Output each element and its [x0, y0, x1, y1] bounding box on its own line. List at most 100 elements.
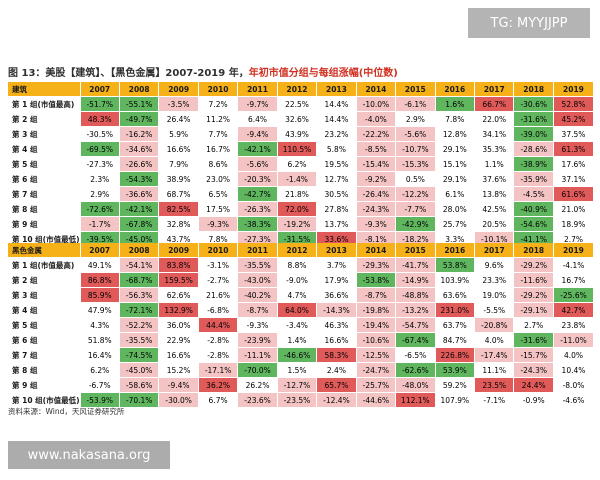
table-cell: 12.8% [434, 126, 475, 142]
table-cell: -5.6% [237, 156, 278, 172]
table-cell: -31.6% [513, 111, 554, 127]
year-header: 2011 [237, 82, 278, 97]
table-cell: -1.4% [276, 171, 317, 187]
table-cell: 7.2% [197, 96, 238, 112]
table-cell: 6.2% [79, 362, 120, 378]
table-cell: 11.1% [474, 362, 514, 378]
table-row: 第 1 组(市值最高) -51.7% -55.1% -3.5% 7.2% -9.7% 22.… [8, 96, 593, 112]
table-cell: -70.1% [118, 392, 159, 407]
year-header: 2017 [474, 243, 514, 258]
year-header: 2012 [276, 243, 317, 258]
table-cell: 3.7% [316, 257, 357, 273]
table-cell: -10.0% [355, 96, 396, 112]
table-cell: -27.3% [79, 156, 120, 172]
table-cell: -51.7% [79, 96, 120, 112]
table-cell: -42.1% [237, 141, 278, 157]
table-row: 第 5 组 4.3% -52.2% 36.0% 44.4% -9.3% -3.4% 46.3%… [8, 317, 593, 333]
table-cell: 14.4% [316, 111, 357, 127]
table-cell: -4.0% [355, 111, 396, 127]
table-cell: 21.8% [276, 186, 317, 202]
table-cell: 86.8% [79, 272, 120, 288]
table-cell: -19.8% [355, 302, 396, 318]
table-cell: 45.2% [552, 111, 593, 127]
table-cell: -56.3% [118, 287, 159, 303]
table-cell: -9.4% [237, 126, 278, 142]
table-title: 建筑 [8, 82, 80, 97]
table-cell: 103.9% [434, 272, 475, 288]
row-label: 第 10 组(市值最低) [8, 392, 80, 407]
table-cell: 4.3% [79, 317, 120, 333]
table-cell: -15.4% [355, 156, 396, 172]
table-cell: 33.6% [316, 231, 357, 246]
table-cell: 66.7% [474, 96, 514, 112]
table-cell: -2.8% [197, 332, 238, 348]
year-header: 2019 [552, 82, 593, 97]
table-row: 第 3 组 85.9% -56.3% 62.6% 21.6% -40.2% 4.7% 36.6… [8, 287, 593, 303]
year-header: 2017 [474, 82, 514, 97]
table-cell: 53.8% [434, 257, 475, 273]
year-header: 2018 [513, 243, 554, 258]
table-cell: -12.5% [355, 347, 396, 363]
table-cell: 24.4% [513, 377, 554, 393]
table-cell: 28.0% [434, 201, 475, 217]
table-row: 第 2 组 86.8% -68.7% 159.5% -2.7% -43.0% -9.0% 17… [8, 272, 593, 288]
table-cell: -72.6% [79, 201, 120, 217]
table-cell: 10.4% [552, 362, 593, 378]
table-cell: 6.5% [197, 186, 238, 202]
table-cell: 65.7% [316, 377, 357, 393]
table-row: 第 7 组 16.4% -74.5% 16.6% -2.8% -11.1% -46.6% 58… [8, 347, 593, 363]
table-cell: -2.8% [197, 347, 238, 363]
table-cell: 18.9% [552, 216, 593, 232]
table-cell: -17.4% [474, 347, 514, 363]
table-cell: 132.9% [158, 302, 199, 318]
table-row: 第 7 组 2.9% -36.6% 68.7% 6.5% -42.7% 21.8% 30.5%… [8, 186, 593, 202]
table-cell: 6.7% [197, 392, 238, 407]
table-cell: 8.6% [197, 156, 238, 172]
row-label: 第 4 组 [8, 141, 80, 157]
table-row: 第 4 组 47.9% -72.1% 132.9% -6.8% -8.7% 64.0% -14… [8, 302, 593, 318]
table-cell: 21.0% [552, 201, 593, 217]
table-cell: 11.2% [197, 111, 238, 127]
watermark-top: TG: MYYJJPP [468, 8, 590, 38]
table-cell: 23.2% [316, 126, 357, 142]
table-row: 第 3 组 -30.5% -16.2% 5.9% 7.7% -9.4% 43.9% 23.2%… [8, 126, 593, 142]
table-cell: 7.8% [434, 111, 475, 127]
table-cell: 63.7% [434, 317, 475, 333]
table-cell: 16.6% [316, 332, 357, 348]
table-cell: 1.4% [276, 332, 317, 348]
table-cell: -10.1% [474, 231, 514, 246]
table-cell: -11.1% [237, 347, 278, 363]
table-cell: -72.1% [118, 302, 159, 318]
table-cell: -10.7% [395, 141, 436, 157]
table-cell: 61.6% [552, 186, 593, 202]
table-row: 第 6 组 2.3% -54.3% 38.9% 23.0% -20.3% -1.4% 12.7… [8, 171, 593, 187]
row-label: 第 10 组(市值最低) [8, 231, 80, 246]
table-cell: -19.2% [276, 216, 317, 232]
table-cell: 112.1% [395, 392, 436, 407]
table-row: 第 9 组 -1.7% -67.8% 32.8% -9.3% -38.3% -19.2% 13… [8, 216, 593, 232]
table-cell: 4.7% [276, 287, 317, 303]
table-cell: 7.7% [197, 126, 238, 142]
year-header: 2019 [552, 243, 593, 258]
table-cell: -24.7% [355, 362, 396, 378]
table-cell: 6.1% [434, 186, 475, 202]
table-cell: 23.3% [474, 272, 514, 288]
table-cell: -9.3% [237, 317, 278, 333]
table-cell: -26.3% [237, 201, 278, 217]
table-cell: -48.0% [395, 377, 436, 393]
table-cell: -26.4% [355, 186, 396, 202]
table-cell: 36.0% [158, 317, 199, 333]
table-cell: 34.1% [474, 126, 514, 142]
table-cell: -15.3% [395, 156, 436, 172]
table-cell: 12.7% [316, 171, 357, 187]
table-cell: 83.8% [158, 257, 199, 273]
table-cell: -5.6% [395, 126, 436, 142]
table-cell: -70.0% [237, 362, 278, 378]
table-cell: -62.6% [395, 362, 436, 378]
table-cell: 46.3% [316, 317, 357, 333]
table-cell: 44.4% [197, 317, 238, 333]
table-cell: -42.1% [118, 201, 159, 217]
table-cell: -69.5% [79, 141, 120, 157]
table-cell: 231.0% [434, 302, 475, 318]
table-cell: -12.2% [395, 186, 436, 202]
